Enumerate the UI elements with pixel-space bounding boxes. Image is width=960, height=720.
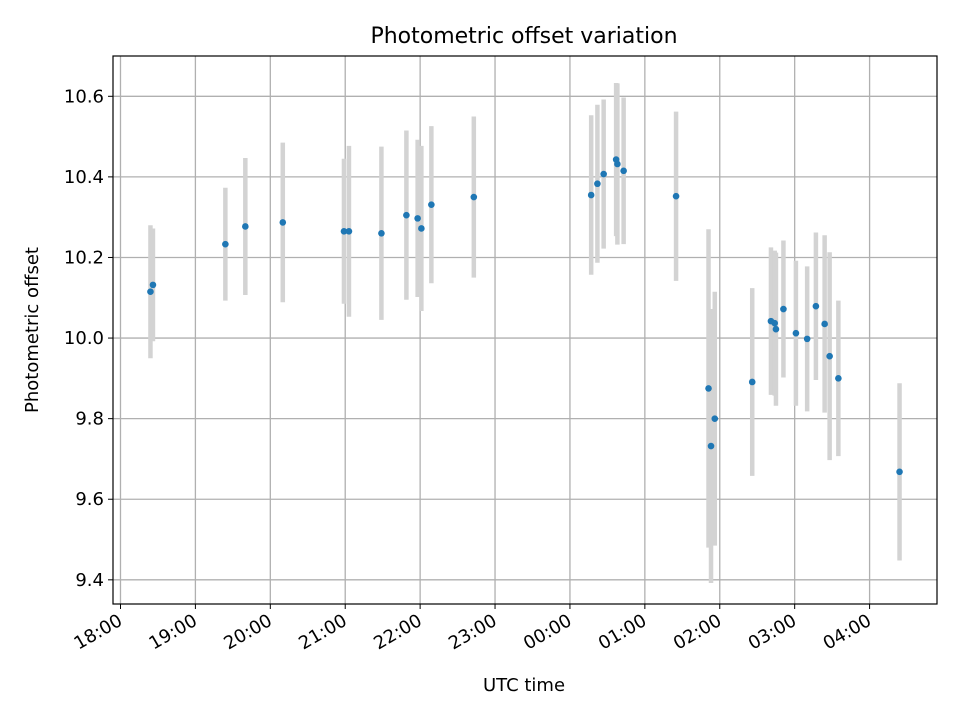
data-point: [428, 201, 435, 208]
data-point: [345, 227, 353, 235]
data-point: [772, 325, 780, 333]
data-point: [414, 215, 421, 222]
data-point: [812, 302, 820, 310]
data-point: [707, 442, 715, 450]
chart-title: Photometric offset variation: [370, 24, 677, 49]
data-point: [418, 225, 425, 232]
data-point: [340, 227, 348, 235]
data-point: [378, 229, 385, 237]
data-point: [705, 385, 712, 392]
data-point: [600, 170, 607, 178]
data-point: [279, 219, 287, 226]
data-point: [826, 352, 833, 360]
data-point: [780, 305, 787, 313]
data-point: [771, 319, 778, 327]
data-point: [821, 320, 828, 328]
data-point: [792, 329, 800, 337]
y-axis-label: Photometric offset: [22, 247, 43, 413]
data-point: [149, 281, 157, 289]
y-tick-label: 10.2: [64, 247, 104, 268]
y-tick-label: 9.8: [75, 409, 104, 430]
data-point: [896, 468, 903, 476]
y-tick-label: 9.4: [75, 570, 104, 591]
y-tick-label: 10.4: [64, 167, 104, 188]
y-axis-ticks: 9.4 9.6 9.8 10.0 10.2 10.4 10.6: [64, 86, 113, 591]
data-point: [614, 160, 621, 168]
data-point: [748, 378, 756, 386]
data-point: [587, 191, 595, 199]
data-point: [711, 415, 719, 422]
x-axis-label: UTC time: [483, 675, 565, 696]
y-tick-label: 10.0: [64, 328, 104, 349]
data-point: [620, 167, 627, 175]
data-point: [242, 223, 249, 230]
data-point: [222, 240, 229, 248]
data-point: [403, 211, 410, 219]
plot-frame: [112, 55, 938, 605]
data-point: [672, 192, 680, 200]
data-point: [803, 335, 811, 343]
data-point: [147, 288, 154, 296]
y-tick-label: 10.6: [64, 86, 104, 107]
data-point: [594, 180, 601, 188]
y-tick-label: 9.6: [75, 489, 104, 510]
data-point: [835, 375, 842, 382]
data-points: [147, 156, 903, 476]
data-point: [470, 193, 478, 201]
